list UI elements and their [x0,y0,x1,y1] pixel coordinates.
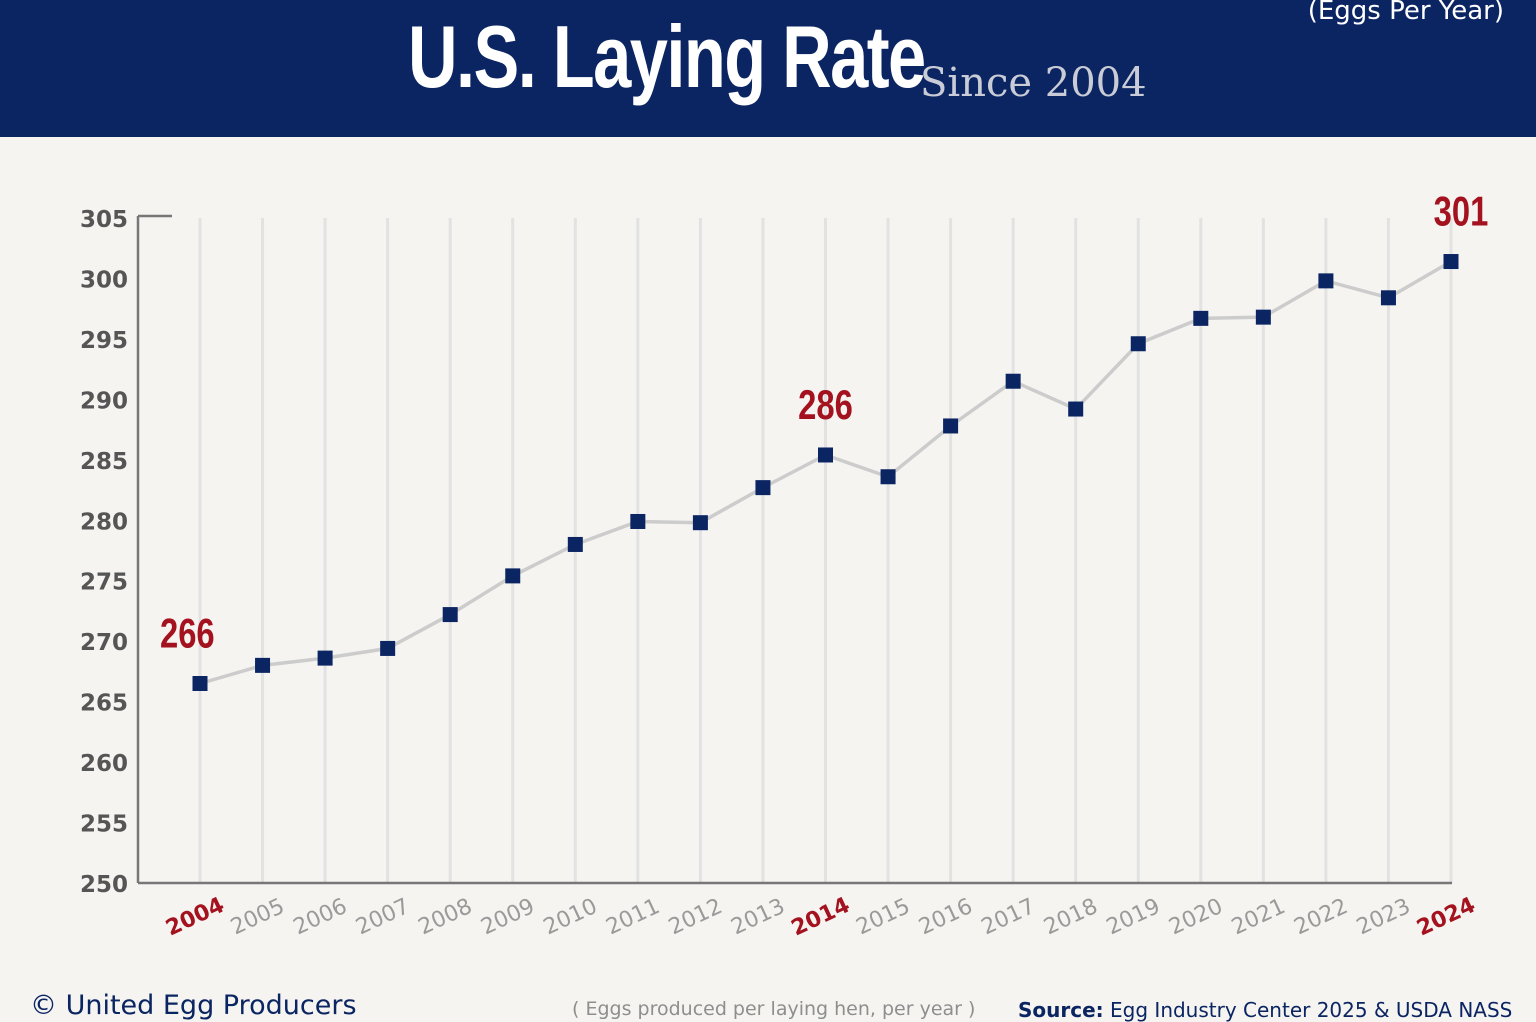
y-tick-label-290: 290 [80,388,128,414]
data-point-2023 [1380,290,1396,306]
x-tick-label-2016: 2016 [915,894,976,940]
x-tick-label-2004: 2004 [162,893,228,942]
x-tick-label-2007: 2007 [352,894,413,940]
data-point-2019 [1130,336,1146,352]
data-point-2004 [192,676,208,691]
data-point-2016 [943,418,959,434]
unit-label: (Eggs Per Year) [1307,0,1504,26]
source-value: Egg Industry Center 2025 & USDA NASS [1103,998,1513,1022]
y-tick-label-250: 250 [80,872,128,898]
source-label: Source: [1018,998,1104,1022]
data-point-2007 [380,640,396,656]
x-tick-label-2019: 2019 [1103,894,1164,940]
x-tick-label-2013: 2013 [728,894,789,940]
annotation-2024: 301 [1434,188,1489,235]
data-point-2015 [880,469,896,485]
x-tick-label-2023: 2023 [1353,894,1414,940]
y-tick-label-275: 275 [80,570,128,596]
chart-title: U.S. Laying Rate [408,7,926,106]
y-tick-label-255: 255 [80,812,128,838]
y-tick-label-300: 300 [80,267,128,293]
x-tick-label-2012: 2012 [665,894,726,940]
y-tick-label-285: 285 [80,449,128,475]
data-point-2005 [255,657,271,673]
source-text: Source: Egg Industry Center 2025 & USDA … [1018,998,1512,1022]
x-tick-label-2015: 2015 [853,894,914,940]
data-point-2020 [1193,310,1209,326]
x-tick-label-2009: 2009 [477,894,538,940]
chart-subtitle: Since 2004 [920,60,1147,106]
y-tick-label-305: 305 [80,207,128,233]
data-point-2011 [630,513,646,529]
x-tick-label-2005: 2005 [227,894,288,940]
x-tick-label-2022: 2022 [1290,894,1351,940]
x-tick-label-2018: 2018 [1040,894,1101,940]
copyright-text: © United Egg Producers [30,990,357,1021]
laying-rate-chart: 250 255 260 265 270 275 280 285 290 295 300 305 2004… [80,188,1489,942]
x-tick-label-2010: 2010 [540,894,601,940]
y-tick-label-280: 280 [80,509,128,535]
x-tick-label-2008: 2008 [415,894,476,940]
x-tick-label-2017: 2017 [978,894,1039,940]
header-banner: U.S. Laying Rate Since 2004 (Eggs Per Ye… [0,0,1536,137]
data-point-2022 [1318,273,1334,289]
data-point-2010 [567,536,583,552]
data-point-2018 [1068,401,1084,417]
data-point-2012 [692,515,708,531]
x-tick-label-2024: 2024 [1413,893,1479,942]
x-tick-label-2014: 2014 [788,893,854,942]
data-point-2006 [317,650,333,666]
x-tick-label-2020: 2020 [1165,894,1226,940]
data-point-2008 [442,607,458,623]
data-point-2009 [505,568,521,584]
annotation-2004: 266 [160,610,215,657]
x-tick-label-2006: 2006 [290,894,351,940]
data-point-2024 [1443,254,1459,270]
data-point-2014 [818,447,833,463]
y-tick-label-260: 260 [80,751,128,777]
data-point-2021 [1255,309,1271,325]
y-tick-label-295: 295 [80,328,128,354]
x-tick-label-2021: 2021 [1228,894,1289,940]
chart-note: ( Eggs produced per laying hen, per year… [572,998,976,1020]
data-point-2017 [1005,373,1021,389]
x-tick-label-2011: 2011 [602,894,663,940]
y-tick-label-270: 270 [80,630,128,656]
data-point-2013 [755,480,771,496]
annotation-2014: 286 [798,381,853,428]
y-tick-label-265: 265 [80,691,128,717]
